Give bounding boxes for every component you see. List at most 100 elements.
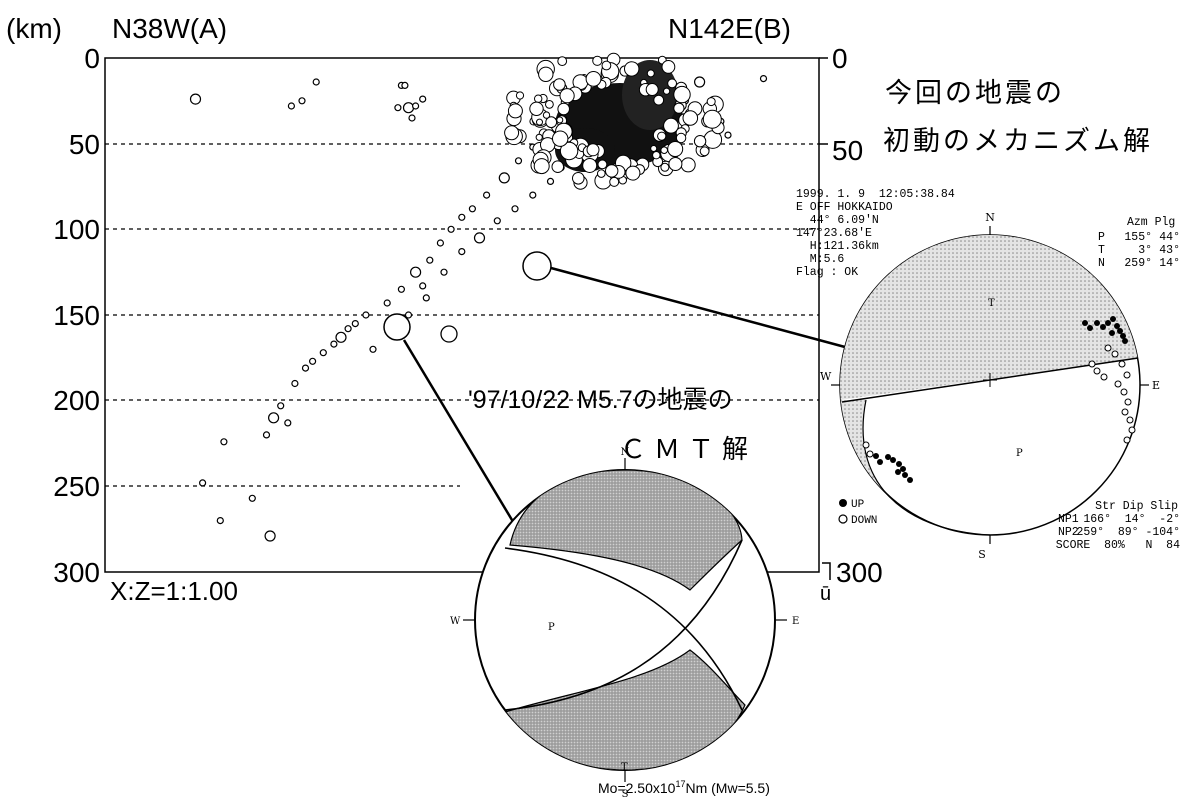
leader-line-cmt bbox=[402, 339, 520, 531]
hypocenter-point bbox=[447, 225, 455, 233]
down-polarity bbox=[1120, 388, 1128, 396]
score-line: SCORE 80% N 84 bbox=[1056, 539, 1180, 552]
cluster-point bbox=[592, 55, 603, 66]
right-axis-bracket bbox=[822, 562, 831, 580]
up-polarity bbox=[877, 459, 883, 465]
info-line: H:121.36km bbox=[796, 240, 879, 253]
up-polarity bbox=[1082, 320, 1088, 326]
cluster-point bbox=[597, 169, 606, 178]
cluster-point bbox=[645, 83, 659, 96]
hypocenter-points bbox=[189, 74, 768, 542]
moment-exponent: 17 bbox=[675, 779, 685, 789]
up-polarities bbox=[873, 316, 1128, 483]
cluster-point bbox=[551, 160, 565, 173]
up-polarity bbox=[1120, 333, 1126, 339]
up-polarity bbox=[1109, 330, 1115, 336]
y-tick-labels-left: 0 50 100 150 200 250 300 bbox=[53, 43, 100, 588]
hypocenter-point bbox=[724, 131, 732, 139]
left-direction-label: N38W(A) bbox=[112, 13, 227, 44]
hypocenter-point bbox=[351, 320, 359, 328]
hypocenter-point bbox=[216, 516, 224, 525]
cluster-point bbox=[559, 141, 579, 161]
polarity-legend: UP DOWN bbox=[838, 499, 877, 527]
up-polarity bbox=[1110, 316, 1116, 322]
hypocenter-point bbox=[408, 114, 416, 122]
cluster-point bbox=[660, 146, 669, 154]
nodal-plane-2 bbox=[862, 399, 991, 536]
info-line: 1999. 1. 9 12:05:38.84 bbox=[796, 188, 955, 201]
cluster-point bbox=[663, 117, 679, 134]
cmt-nodal-plane-1 bbox=[504, 547, 743, 711]
hypocenter-point bbox=[412, 102, 420, 110]
cluster-point bbox=[529, 101, 544, 117]
compression-quadrant-upper bbox=[840, 235, 1140, 400]
hypocenter-point bbox=[394, 104, 402, 112]
cluster-point bbox=[545, 100, 554, 109]
hypocenter-point bbox=[514, 157, 523, 165]
cluster-point bbox=[536, 118, 543, 126]
down-polarity bbox=[1126, 416, 1134, 424]
info-line: 44° 6.09'N bbox=[796, 214, 879, 227]
cluster-point bbox=[507, 103, 523, 119]
t-axis-label: T bbox=[988, 298, 995, 309]
y-tick-label: 300 bbox=[53, 557, 100, 588]
up-polarity bbox=[1094, 320, 1100, 326]
cluster-point bbox=[661, 60, 676, 74]
hypocenter-point bbox=[287, 102, 295, 110]
unit-label: (km) bbox=[6, 13, 62, 44]
first-motion-beachball: N S E W T P bbox=[820, 211, 1160, 561]
cluster-point bbox=[625, 165, 641, 181]
up-polarity bbox=[902, 472, 908, 478]
cluster-point bbox=[597, 159, 608, 170]
down-polarity bbox=[1124, 398, 1132, 406]
axis-plg-p: 44° bbox=[1159, 231, 1180, 244]
compass-label-w: W bbox=[820, 370, 832, 383]
hypocenter-point bbox=[369, 345, 377, 353]
y-tick-label: 200 bbox=[53, 385, 100, 416]
y-tick-label-right: 0 bbox=[832, 43, 848, 74]
axis-name-t: T bbox=[1098, 244, 1105, 257]
highlight-event-1997 bbox=[383, 313, 411, 341]
cluster-point bbox=[653, 94, 665, 106]
axis-azm-t: 3° bbox=[1138, 244, 1152, 257]
hypocenter-cluster-rings bbox=[504, 52, 725, 190]
cluster-point bbox=[552, 130, 569, 147]
axis-plg-t: 43° bbox=[1159, 244, 1180, 257]
up-polarity bbox=[1105, 320, 1111, 326]
hypocenter-point bbox=[401, 81, 409, 90]
hypocenter-point bbox=[410, 266, 422, 278]
axes-header: Azm Plg bbox=[1127, 216, 1175, 229]
hypocenter-point bbox=[284, 419, 292, 427]
y-tick-label-right: 300 bbox=[836, 557, 883, 588]
cluster-point bbox=[706, 97, 716, 107]
cluster-point bbox=[660, 162, 670, 172]
cmt-beachball: N S E W T P bbox=[450, 447, 799, 800]
right-direction-label: N142E(B) bbox=[668, 13, 791, 44]
cluster-point bbox=[559, 88, 575, 104]
np1-label: NP1 bbox=[1058, 513, 1079, 526]
up-polarity bbox=[1100, 324, 1106, 330]
down-polarity bbox=[1121, 408, 1129, 416]
up-polarity bbox=[1087, 325, 1093, 331]
np2-values: 259° 89° -104° bbox=[1076, 526, 1180, 539]
axis-name-n: N bbox=[1098, 257, 1105, 270]
up-polarity bbox=[1114, 323, 1120, 329]
table-header: Str Dip Slip bbox=[1095, 500, 1178, 513]
scale-note: X:Z=1:1.00 bbox=[110, 576, 238, 606]
legend-up-label: UP bbox=[851, 499, 865, 511]
hypocenter-point bbox=[422, 294, 430, 302]
hypocenter-point bbox=[693, 76, 706, 88]
down-polarity bbox=[1123, 371, 1131, 379]
info-line: E OFF HOKKAIDO bbox=[796, 201, 893, 214]
cluster-point bbox=[702, 109, 722, 129]
up-polarity bbox=[885, 454, 891, 460]
hypocenter-point bbox=[268, 412, 280, 424]
cluster-point bbox=[699, 146, 710, 157]
hypocenter-point bbox=[277, 402, 285, 410]
cluster-point bbox=[553, 78, 566, 91]
cluster-point bbox=[557, 102, 571, 116]
hypocenter-point bbox=[264, 530, 276, 542]
hypocenter-point bbox=[483, 191, 491, 199]
cmt-title-line1: '97/10/22 M5.7の地震の bbox=[468, 386, 733, 414]
hypocenter-point bbox=[511, 205, 519, 213]
